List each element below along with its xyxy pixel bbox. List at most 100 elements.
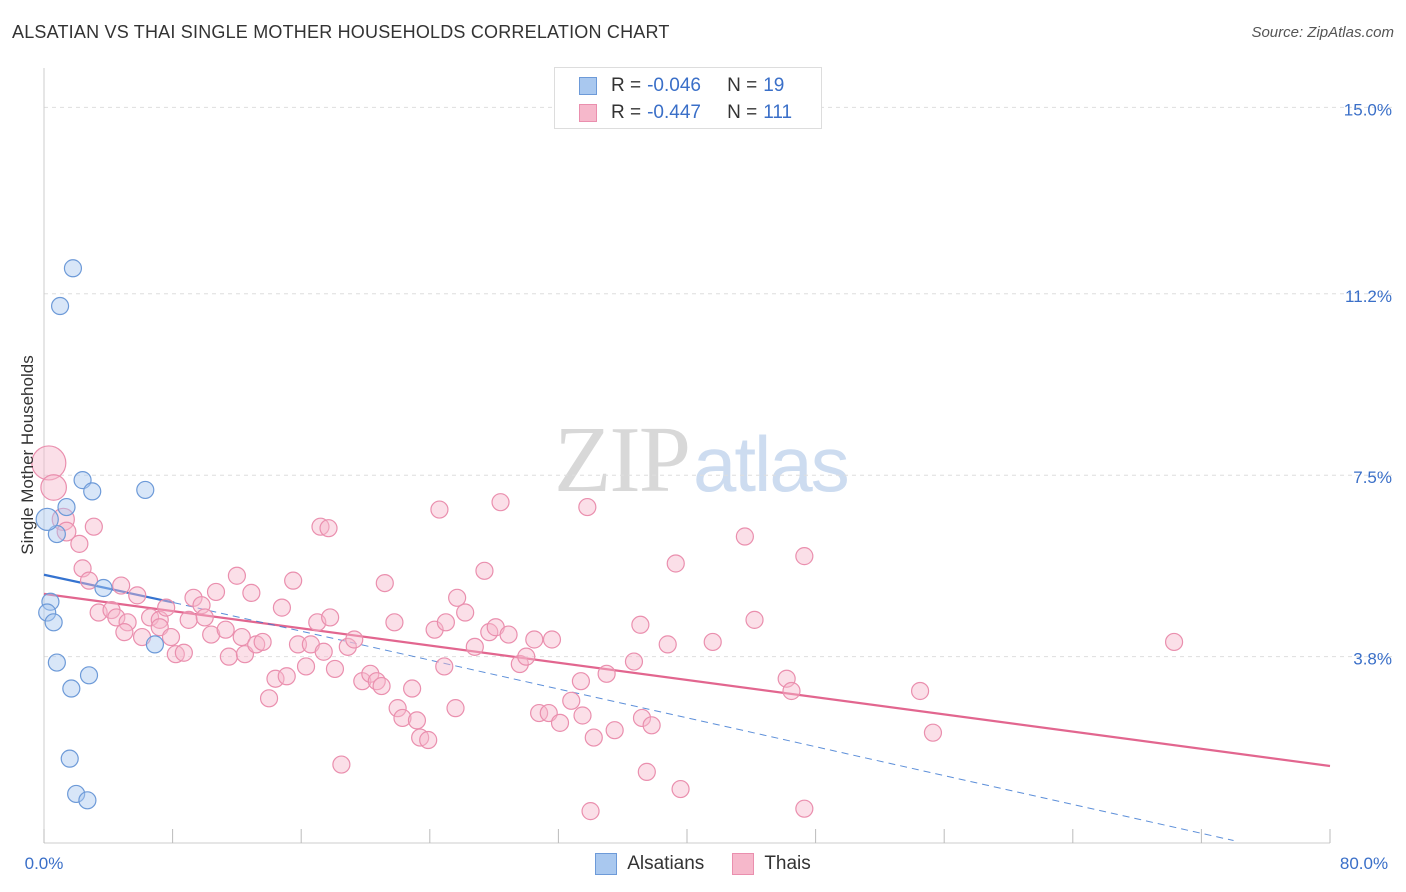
alsatians-point <box>47 653 66 672</box>
thais-point <box>202 625 221 644</box>
alsatians-point <box>63 259 83 278</box>
thais-point <box>157 598 176 617</box>
thais-point <box>435 657 454 676</box>
thais-point <box>296 657 316 676</box>
thais-point <box>174 643 193 662</box>
thais-point <box>277 667 296 686</box>
thais-point <box>338 637 357 656</box>
thais-point <box>319 519 338 538</box>
thais-point <box>325 659 345 679</box>
thais-point <box>179 610 198 629</box>
thais-point <box>499 625 518 644</box>
alsatians-point <box>41 592 60 611</box>
thais-point <box>361 664 380 683</box>
legend-swatch-thais <box>579 104 597 122</box>
thais-point <box>84 517 103 536</box>
thais-point <box>242 583 261 603</box>
thais-point <box>795 799 814 818</box>
thais-point <box>642 716 661 735</box>
thais-point <box>259 689 279 708</box>
alsatians-point <box>44 613 63 632</box>
thais-point <box>161 627 181 647</box>
legend-item-alsatians[interactable]: Alsatians <box>595 853 704 875</box>
legend-r-label: R = <box>611 102 642 123</box>
thais-point <box>206 582 226 602</box>
alsatians-point <box>38 603 57 622</box>
thais-point <box>923 723 943 742</box>
thais-point <box>671 779 690 799</box>
thais-point <box>581 802 600 821</box>
thais-point <box>115 623 134 642</box>
thais-point <box>70 534 89 553</box>
alsatians-point <box>78 791 97 810</box>
thais-point <box>597 664 616 683</box>
legend-item-thais[interactable]: Thais <box>732 853 811 875</box>
thais-point <box>425 620 444 639</box>
thais-point <box>314 642 333 661</box>
thais-point <box>51 507 75 531</box>
thais-point <box>253 632 272 652</box>
legend-n-value: 111 <box>763 102 793 123</box>
y-axis-label: Single Mother Households <box>18 355 37 555</box>
alsatians-point <box>35 507 59 531</box>
legend-n-value: 19 <box>763 75 785 96</box>
y-tick-label: 15.0% <box>1344 100 1392 119</box>
thais-point <box>393 708 412 728</box>
thais-point <box>288 635 308 654</box>
x-tick-label: 0.0% <box>25 854 64 873</box>
thais-point <box>272 598 292 617</box>
legend-swatch-alsatians <box>579 77 597 95</box>
grid-layer <box>44 106 1392 658</box>
thais-point <box>128 586 147 605</box>
legend-r-value: -0.046 <box>647 75 701 96</box>
thais-point <box>475 561 494 580</box>
thais-point <box>227 566 246 585</box>
thais-point <box>430 500 449 519</box>
axis-layer <box>43 68 1331 844</box>
source-label: Source: ZipAtlas.com <box>1251 24 1394 41</box>
thais-point <box>1164 632 1184 652</box>
thais-point <box>530 703 549 723</box>
thais-point <box>107 608 126 627</box>
thais-point <box>375 573 394 593</box>
y-tick-label: 11.2% <box>1345 287 1392 306</box>
thais-point <box>631 615 650 634</box>
alsatians-point <box>94 578 113 598</box>
legend-swatch-thais <box>732 853 755 875</box>
thais-point <box>118 613 137 632</box>
legend-n-label: N = <box>727 75 758 96</box>
thais-point <box>584 728 603 747</box>
legend-n-label: N = <box>727 102 758 123</box>
thais-point <box>703 632 722 652</box>
thais-point <box>525 630 544 649</box>
point-layer <box>31 259 1184 821</box>
series-legend: Alsatians Thais <box>0 851 1406 877</box>
thais-point <box>782 681 801 701</box>
thais-point <box>436 613 455 632</box>
thais-point <box>571 672 591 691</box>
legend-row-thais: R = -0.447 N = 111 <box>579 101 792 125</box>
thais-point <box>666 554 685 573</box>
thais-point <box>637 762 656 781</box>
thais-point <box>573 706 592 725</box>
thais-point <box>232 627 251 647</box>
thais-point <box>419 730 438 750</box>
alsatians-point <box>62 679 81 698</box>
y-tick-label: 3.8% <box>1353 650 1392 669</box>
thais-point <box>632 708 652 728</box>
thais-point <box>491 493 510 512</box>
thais-point <box>407 711 427 730</box>
thais-point <box>345 630 364 649</box>
thais-point <box>385 613 404 632</box>
thais-point <box>578 497 597 517</box>
alsatians-point <box>136 480 155 500</box>
thais-point <box>31 445 67 481</box>
thais-point <box>542 630 562 649</box>
trend-layer <box>43 573 1331 842</box>
thais-point <box>448 588 467 607</box>
thais-point <box>79 571 99 590</box>
thais-point <box>216 620 235 639</box>
thais-point <box>658 635 677 654</box>
legend-row-alsatians: R = -0.046 N = 19 <box>579 74 784 98</box>
alsatians-trend-line <box>43 573 175 604</box>
